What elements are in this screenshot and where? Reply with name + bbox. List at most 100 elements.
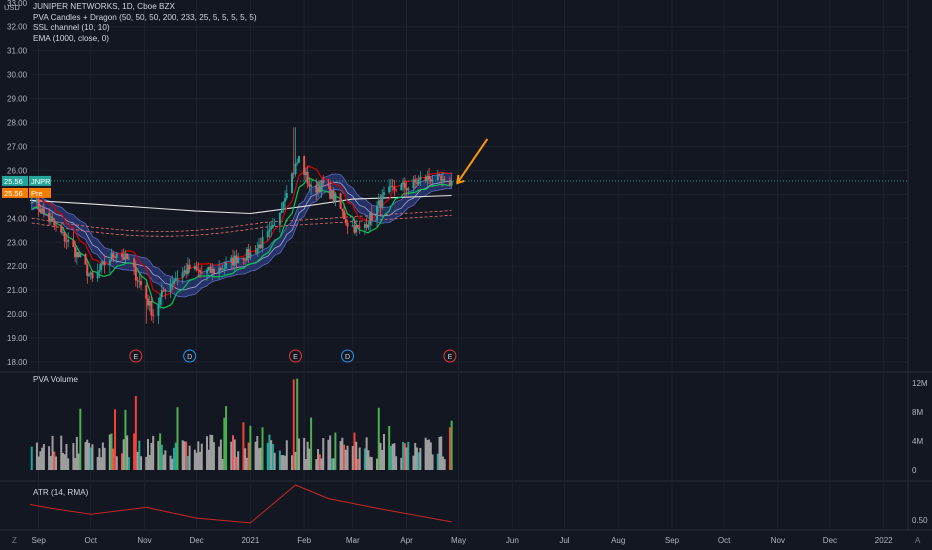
symbol-title[interactable]: JUNIPER NETWORKS, 1D, Cboe BZX <box>33 2 175 11</box>
volume-bar <box>37 456 40 470</box>
atr-pane[interactable] <box>29 484 452 524</box>
volume-bar <box>322 438 325 470</box>
volume-bar <box>426 439 429 470</box>
volume-bar <box>181 440 184 470</box>
time-tick-label: Oct <box>85 536 98 545</box>
volume-bar <box>100 457 103 470</box>
volume-bar <box>296 378 299 470</box>
volume-bar <box>443 459 446 470</box>
volume-bar <box>233 439 236 470</box>
candle-body <box>244 259 247 261</box>
candle-body <box>169 283 172 292</box>
volume-bar <box>63 454 66 470</box>
volume-bar <box>87 442 90 470</box>
volume-bar <box>429 442 432 470</box>
volume-bar <box>270 440 273 470</box>
volume-bar <box>152 435 155 470</box>
volume-bar <box>232 435 235 470</box>
candle-body <box>436 174 439 180</box>
indicator-ema[interactable]: EMA (1000, close, 0) <box>33 33 109 43</box>
volume-bar <box>218 446 221 470</box>
candle-body <box>65 241 68 243</box>
auto-scale-button[interactable]: A <box>915 536 921 545</box>
volume-bar <box>318 454 321 470</box>
candle-body <box>334 193 337 201</box>
pre-price: 25.56 <box>4 189 23 198</box>
candle-body <box>37 198 40 209</box>
volume-bar <box>334 432 337 470</box>
timezone-icon[interactable]: Z <box>12 536 17 545</box>
atr-pane-title[interactable]: ATR (14, RMA) <box>33 488 89 497</box>
indicator-pva[interactable]: PVA Candles + Dragon (50, 50, 50, 200, 2… <box>33 12 257 22</box>
volume-pane-title[interactable]: PVA Volume <box>33 375 78 384</box>
candle-body <box>369 212 372 225</box>
candle-body <box>51 218 54 221</box>
candle-body <box>332 190 335 201</box>
candle-body <box>315 184 318 193</box>
volume-bar <box>79 408 82 470</box>
candle-body <box>39 208 42 213</box>
candle-body <box>414 179 417 183</box>
candle-body <box>285 193 288 199</box>
candle-body <box>261 237 264 249</box>
volume-bar <box>266 442 269 470</box>
ssl-down-line <box>31 165 452 297</box>
volume-pane[interactable] <box>30 378 453 470</box>
volume-bar <box>412 455 415 470</box>
volume-bar <box>407 441 410 470</box>
candle-body <box>72 239 75 248</box>
volume-bar <box>42 444 45 470</box>
candle-body <box>140 281 143 286</box>
volume-bar <box>140 456 143 470</box>
volume-bar <box>72 443 75 470</box>
atr-axis-label: 0.50 <box>912 516 928 525</box>
candle-body <box>367 224 370 228</box>
volume-bar <box>363 448 366 470</box>
candle-body <box>133 258 136 268</box>
candle-body <box>339 193 342 209</box>
candle-body <box>346 222 349 227</box>
event-marker-label: D <box>187 354 192 361</box>
volume-bar <box>395 456 398 470</box>
candle-body <box>171 283 174 285</box>
volume-bar <box>389 446 392 470</box>
volume-bar <box>136 451 139 470</box>
candle-body <box>150 300 153 316</box>
candle-body <box>428 175 431 180</box>
volume-bar <box>254 441 257 470</box>
candle-body <box>341 208 344 211</box>
volume-bar <box>127 457 130 470</box>
candle-body <box>55 225 58 227</box>
volume-bar <box>30 446 33 470</box>
candle-body <box>407 188 410 191</box>
volume-bar <box>441 456 444 470</box>
candle-body <box>219 267 222 271</box>
volume-bar <box>84 442 87 470</box>
volume-bar <box>245 457 248 470</box>
candle-body <box>136 280 139 282</box>
candle-body <box>212 268 215 274</box>
candle-body <box>382 192 385 195</box>
volume-bar <box>282 455 285 470</box>
volume-bar <box>365 437 368 470</box>
candle-body <box>53 220 56 226</box>
volume-bar <box>242 422 245 470</box>
volume-bar <box>344 449 347 470</box>
volume-bar <box>138 440 141 470</box>
volume-bar <box>393 443 396 470</box>
candle-body <box>181 272 184 278</box>
time-tick-label: Nov <box>137 536 151 545</box>
volume-axis-label: 8M <box>912 408 923 417</box>
volume-bar <box>332 458 335 470</box>
volume-bar <box>382 433 385 470</box>
volume-bar <box>292 379 295 470</box>
indicator-ssl[interactable]: SSL channel (10, 10) <box>33 23 110 32</box>
candle-body <box>353 225 356 233</box>
candle-body <box>358 226 361 228</box>
volume-bar <box>230 441 233 470</box>
price-tick-label: 27.00 <box>7 142 28 151</box>
price-tick-label: 28.00 <box>7 119 28 128</box>
candle-body <box>419 177 422 180</box>
